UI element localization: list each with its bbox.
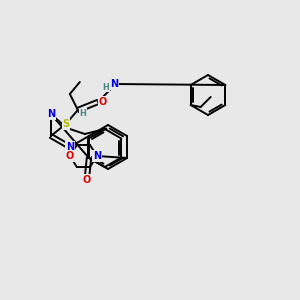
Text: O: O: [83, 175, 91, 185]
Text: N: N: [66, 142, 74, 152]
Text: S: S: [62, 119, 69, 129]
Text: O: O: [99, 97, 107, 107]
Text: N: N: [110, 79, 118, 89]
Text: N: N: [93, 151, 101, 161]
Text: H: H: [102, 82, 109, 91]
Text: N: N: [47, 109, 55, 119]
Text: H: H: [80, 109, 86, 118]
Text: O: O: [66, 151, 74, 161]
